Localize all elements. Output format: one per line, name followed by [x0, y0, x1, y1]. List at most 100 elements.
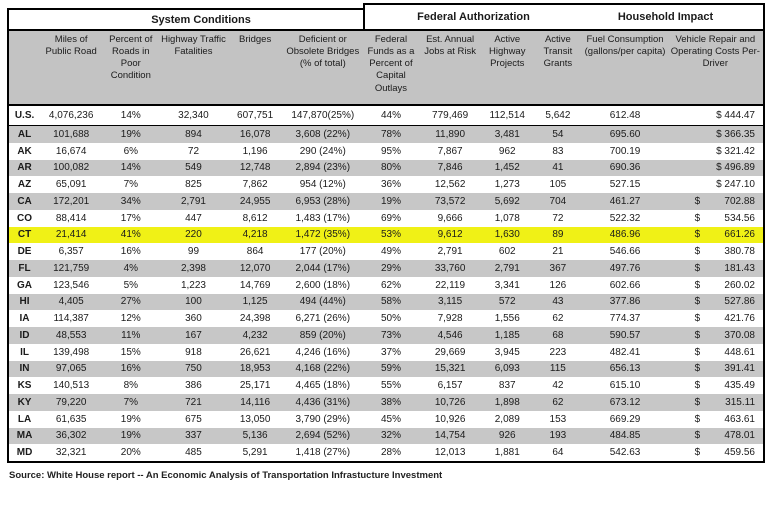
cell-transit-grants: 64 — [552, 447, 564, 459]
cost-value: 421.76 — [724, 313, 755, 325]
cell-fuel-consumption: 522.32 — [609, 212, 641, 224]
cell-transit-grants: 21 — [552, 246, 564, 258]
cell-transit-grants: 68 — [552, 329, 564, 341]
cost-value: 380.78 — [724, 246, 755, 258]
cell-jobs-at-risk: 7,846 — [437, 162, 463, 174]
table-row: CO 88,414 17% 447 8,612 1,483 (17%) 69% … — [8, 210, 764, 227]
cell-highway-projects: 1,273 — [494, 179, 520, 191]
cell-vehicle-cost: $459.56 — [668, 444, 764, 462]
cell-transit-grants: 62 — [552, 396, 564, 408]
cell-deficient-bridges: 4,465 (18%) — [295, 380, 351, 392]
table-row: HI 4,405 27% 100 1,125 494 (44%) 58% 3,1… — [8, 293, 764, 311]
cell-transit-grants: 153 — [549, 413, 567, 425]
cost-value: 315.11 — [725, 396, 755, 408]
cell-transit-grants: 105 — [549, 179, 567, 191]
cell-vehicle-cost: $391.41 — [668, 361, 764, 378]
dollar-sign: $ — [694, 396, 701, 408]
cell-vehicle-cost: $380.78 — [668, 243, 764, 260]
table-row: U.S. 4,076,236 14% 32,340 607,751 147,87… — [8, 105, 764, 126]
cell-miles: 88,414 — [55, 212, 87, 224]
table-row: GA 123,546 5% 1,223 14,769 2,600 (18%) 6… — [8, 277, 764, 294]
column-header-jobs-at-risk: Est. Annual Jobs at Risk — [419, 31, 482, 106]
cell-fatalities: 447 — [185, 212, 202, 224]
cell-highway-projects: 3,341 — [494, 279, 520, 291]
cell-fatalities: 167 — [185, 329, 202, 341]
cost-value: 444.47 — [724, 110, 755, 121]
column-header-state — [8, 31, 41, 106]
cell-bridges: 607,751 — [227, 105, 283, 126]
cell-highway-projects: 1,556 — [494, 313, 520, 325]
dollar-sign: $ — [694, 246, 701, 258]
cell-fuel-consumption: 377.86 — [609, 296, 641, 308]
cell-fatalities: 894 — [185, 128, 202, 140]
cell-fuel-consumption: 656.13 — [609, 363, 641, 375]
state-label: HI — [19, 296, 30, 308]
cell-vehicle-cost: $315.11 — [668, 394, 764, 411]
cell-miles: 48,553 — [55, 329, 87, 341]
cell-deficient-bridges: 4,246 (16%) — [295, 346, 351, 358]
table-row: ID 48,553 11% 167 4,232 859 (20%) 73% 4,… — [8, 327, 764, 344]
cell-highway-projects: 3,481 — [494, 128, 520, 140]
cell-highway-projects: 5,692 — [494, 195, 520, 207]
cell-vehicle-cost: $702.88 — [668, 193, 764, 210]
cell-pct-poor: 8% — [123, 380, 139, 392]
cell-deficient-bridges: 6,271 (26%) — [295, 313, 351, 325]
cell-transit-grants: 83 — [552, 145, 564, 157]
column-header-miles: Miles of Public Road — [40, 31, 103, 106]
cell-bridges: 14,769 — [239, 279, 271, 291]
cell-fuel-consumption: 484.85 — [609, 430, 641, 442]
state-label: MA — [16, 430, 33, 442]
state-label: LA — [17, 413, 32, 425]
state-label: FL — [18, 262, 31, 274]
cell-bridges: 4,232 — [242, 329, 268, 341]
cell-pct-poor: 4% — [123, 262, 139, 274]
cell-federal-funds: 50% — [380, 313, 401, 325]
cell-jobs-at-risk: 12,013 — [434, 447, 466, 459]
cell-pct-poor: 15% — [120, 346, 141, 358]
state-label: CA — [17, 195, 32, 207]
column-header-highway-projects: Active Highway Projects — [481, 31, 534, 106]
cell-federal-funds: 32% — [380, 430, 401, 442]
cell-pct-poor: 14% — [102, 105, 160, 126]
cell-transit-grants: 193 — [549, 430, 567, 442]
column-header-pct-poor: Percent of Roads in Poor Condition — [102, 31, 160, 106]
dollar-sign: $ — [716, 110, 725, 121]
cell-fatalities: 1,223 — [180, 279, 206, 291]
cell-federal-funds: 69% — [380, 212, 401, 224]
cell-fatalities: 360 — [185, 313, 202, 325]
cell-fuel-consumption: 695.60 — [609, 128, 641, 140]
cell-fatalities: 386 — [185, 380, 202, 392]
cell-highway-projects: 572 — [498, 296, 516, 308]
cell-miles: 139,498 — [53, 346, 90, 358]
dollar-sign: $ — [694, 346, 701, 358]
cell-fuel-consumption: 669.29 — [609, 413, 641, 425]
dollar-sign: $ — [694, 212, 701, 224]
cell-highway-projects: 2,089 — [494, 413, 520, 425]
cell-bridges: 13,050 — [239, 413, 271, 425]
column-header-federal-funds: Federal Funds as a Percent of Capital Ou… — [362, 31, 420, 106]
state-label: IA — [19, 313, 30, 325]
cell-vehicle-cost: $527.86 — [668, 294, 764, 311]
cell-jobs-at-risk: 12,562 — [434, 179, 466, 191]
state-label: AL — [17, 128, 32, 140]
cell-miles: 4,076,236 — [40, 105, 103, 126]
cell-highway-projects: 1,898 — [494, 396, 520, 408]
cell-federal-funds: 38% — [380, 396, 401, 408]
cell-jobs-at-risk: 9,666 — [437, 212, 463, 224]
column-header-transit-grants: Active Transit Grants — [533, 31, 583, 106]
cell-fatalities: 825 — [185, 179, 202, 191]
cell-vehicle-cost: $ 496.89 — [668, 160, 764, 177]
cell-vehicle-cost: $534.56 — [668, 210, 764, 227]
cell-fatalities: 918 — [185, 346, 202, 358]
state-label: CT — [17, 229, 32, 241]
table-row: LA 61,635 19% 675 13,050 3,790 (29%) 45%… — [8, 411, 764, 428]
cell-federal-funds: 55% — [380, 380, 401, 392]
cell-fatalities: 750 — [185, 363, 202, 375]
cell-transit-grants: 367 — [549, 262, 567, 274]
state-label: U.S. — [8, 105, 41, 126]
cell-pct-poor: 34% — [120, 195, 141, 207]
cell-jobs-at-risk: 15,321 — [434, 363, 466, 375]
cell-deficient-bridges: 3,790 (29%) — [295, 413, 351, 425]
cell-fatalities: 485 — [185, 447, 202, 459]
cell-miles: 79,220 — [55, 396, 87, 408]
